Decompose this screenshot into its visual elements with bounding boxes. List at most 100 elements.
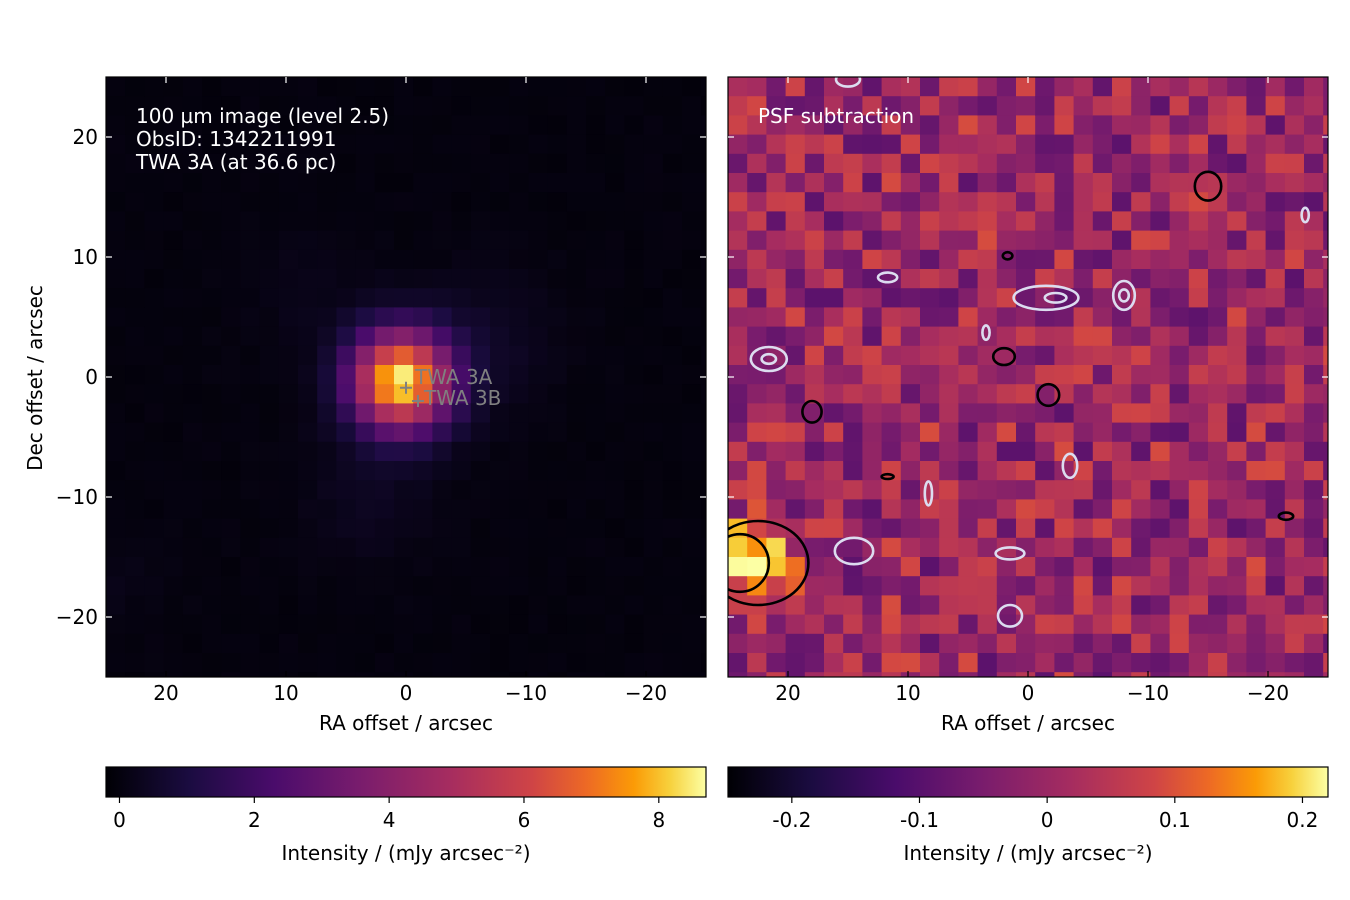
image-pixel (900, 211, 921, 232)
image-pixel (996, 192, 1017, 212)
image-pixel (785, 269, 806, 289)
image-pixel (958, 461, 979, 481)
image-pixel (259, 614, 280, 635)
image-pixel (1265, 480, 1286, 500)
right-colorbar-ticks: -0.2 -0.1 0 0.1 0.2 (772, 797, 1318, 832)
image-pixel (1323, 230, 1328, 251)
image-pixel (1304, 269, 1324, 289)
image-pixel (432, 422, 453, 443)
image-pixel (1054, 537, 1075, 558)
image-pixel (125, 672, 145, 677)
image-pixel (278, 307, 299, 328)
image-pixel (728, 288, 748, 308)
image-pixel (566, 384, 587, 404)
image-pixel (278, 173, 299, 193)
image-pixel (1035, 115, 1055, 136)
image-pixel (509, 326, 529, 347)
image-pixel (374, 518, 395, 539)
image-pixel (528, 345, 549, 366)
image-pixel (374, 365, 395, 385)
image-pixel (202, 499, 222, 520)
image-pixel (355, 288, 376, 308)
image-pixel (278, 518, 299, 539)
image-pixel (1246, 499, 1267, 520)
image-pixel (240, 576, 261, 596)
image-pixel (1304, 96, 1324, 116)
image-pixel (1131, 595, 1151, 616)
image-pixel (1035, 422, 1055, 443)
image-pixel (605, 518, 625, 539)
image-pixel (804, 422, 825, 443)
image-pixel (298, 249, 318, 270)
image-pixel (125, 269, 145, 289)
image-pixel (509, 153, 529, 174)
image-pixel (451, 345, 472, 366)
image-pixel (1092, 480, 1113, 500)
image-pixel (766, 211, 787, 232)
image-pixel (996, 576, 1017, 596)
image-pixel (509, 288, 529, 308)
image-pixel (1265, 633, 1286, 654)
image-pixel (413, 77, 433, 97)
image-pixel (413, 403, 433, 424)
image-pixel (958, 249, 979, 270)
image-pixel (843, 537, 863, 558)
image-pixel (470, 614, 491, 635)
image-pixel (470, 153, 491, 174)
image-pixel (240, 307, 261, 328)
image-pixel (939, 134, 959, 155)
image-pixel (125, 422, 145, 443)
image-pixel (163, 345, 184, 366)
image-pixel (624, 384, 645, 404)
image-pixel (766, 365, 787, 385)
image-pixel (336, 96, 357, 116)
image-pixel (1131, 537, 1151, 558)
image-pixel (958, 288, 979, 308)
image-pixel (1073, 365, 1094, 385)
image-pixel (566, 672, 587, 677)
image-pixel (1265, 672, 1286, 677)
image-pixel (881, 576, 902, 596)
image-pixel (451, 480, 472, 500)
image-pixel (824, 173, 844, 193)
image-pixel (1208, 422, 1228, 443)
image-pixel (202, 326, 222, 347)
image-pixel (163, 576, 184, 596)
image-pixel (605, 403, 625, 424)
image-pixel (490, 633, 510, 654)
image-pixel (221, 480, 241, 500)
image-pixel (1073, 249, 1094, 270)
image-pixel (259, 288, 280, 308)
image-pixel (1131, 115, 1151, 136)
image-pixel (432, 173, 453, 193)
image-pixel (643, 153, 664, 174)
image-pixel (202, 134, 222, 155)
image-pixel (566, 288, 587, 308)
image-pixel (432, 230, 453, 251)
image-pixel (394, 537, 414, 558)
image-pixel (298, 557, 318, 577)
image-pixel (728, 537, 748, 558)
image-pixel (509, 384, 529, 404)
image-pixel (939, 345, 959, 366)
image-pixel (106, 653, 126, 673)
image-pixel (432, 153, 453, 174)
image-pixel (747, 384, 767, 404)
image-pixel (586, 422, 606, 443)
image-pixel (1112, 633, 1132, 654)
image-pixel (394, 480, 414, 500)
image-pixel (662, 192, 683, 212)
image-pixel (1284, 537, 1305, 558)
image-pixel (394, 173, 414, 193)
image-pixel (1092, 422, 1113, 443)
image-pixel (1150, 403, 1171, 424)
image-pixel (900, 633, 921, 654)
image-pixel (900, 192, 921, 212)
image-pixel (394, 288, 414, 308)
image-pixel (643, 557, 664, 577)
image-pixel (1246, 345, 1267, 366)
image-pixel (682, 365, 702, 385)
image-pixel (881, 384, 902, 404)
image-pixel (182, 557, 203, 577)
image-pixel (785, 557, 806, 577)
